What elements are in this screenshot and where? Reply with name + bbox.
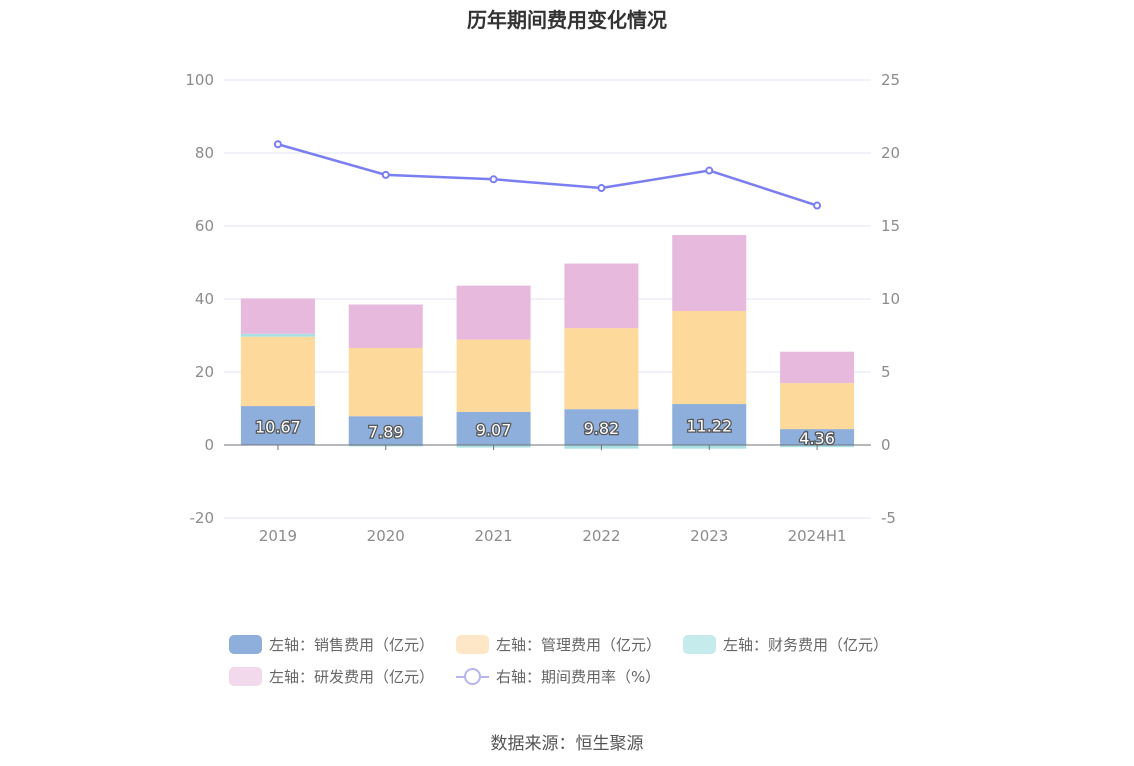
right-axis-tick-label: 15 — [881, 217, 900, 235]
bar-segment — [456, 285, 531, 340]
left-axis-tick-label: 100 — [185, 71, 214, 89]
bar-segment — [672, 235, 747, 311]
legend-row-1: 左轴：销售费用（亿元） 左轴：管理费用（亿元） 左轴：财务费用（亿元） — [229, 628, 929, 660]
bar-segment — [348, 416, 423, 445]
rate-point — [381, 170, 390, 179]
bar-segment — [564, 409, 639, 445]
legend-label-finance: 左轴：财务费用（亿元） — [723, 635, 889, 654]
bar-value-label: 11.22 — [686, 417, 732, 436]
chart-title: 历年期间费用变化情况 — [467, 8, 667, 32]
legend-item-finance[interactable]: 左轴：财务费用（亿元） — [683, 634, 888, 655]
left-axis-tick-label: 60 — [195, 217, 214, 235]
bar-value-label: 10.67 — [255, 418, 301, 437]
rate-point — [813, 201, 822, 210]
right-axis-tick-label: 0 — [881, 436, 891, 454]
right-axis-tick-label: 25 — [881, 71, 900, 89]
bars — [240, 235, 855, 449]
rate-point — [705, 166, 714, 175]
bar-segment — [780, 383, 855, 430]
right-axis-tick-label: -5 — [881, 509, 896, 527]
legend: 左轴：销售费用（亿元） 左轴：管理费用（亿元） 左轴：财务费用（亿元） 左轴：研… — [229, 628, 929, 692]
rate-point — [489, 175, 498, 184]
bar-segment — [564, 263, 639, 329]
bar-segment — [240, 406, 315, 445]
legend-label-admin: 左轴：管理费用（亿元） — [496, 635, 662, 654]
bar-value-label: 9.82 — [584, 419, 620, 438]
legend-item-rd[interactable]: 左轴：研发费用（亿元） — [229, 666, 434, 687]
bar-segment — [564, 328, 639, 410]
left-axis-tick-label: -20 — [190, 509, 215, 527]
bar-value-label: 4.36 — [799, 429, 835, 448]
rate-point — [273, 140, 282, 149]
rate-polyline — [277, 143, 818, 207]
x-axis-category-label: 2024H1 — [788, 527, 847, 545]
left-axis-tick-label: 0 — [204, 436, 214, 454]
x-axis-category-label: 2023 — [690, 527, 728, 545]
legend-item-sales[interactable]: 左轴：销售费用（亿元） — [229, 634, 434, 655]
x-axis-category-label: 2019 — [259, 527, 297, 545]
bar-value-label: 7.89 — [368, 423, 404, 442]
gridlines — [224, 79, 871, 519]
legend-item-rate[interactable]: 右轴：期间费用率（%） — [456, 666, 660, 687]
legend-item-admin[interactable]: 左轴：管理费用（亿元） — [456, 634, 661, 655]
legend-label-sales: 左轴：销售费用（亿元） — [269, 635, 435, 654]
rate-point — [597, 184, 606, 193]
legend-swatch-sales — [229, 634, 262, 654]
bar-segment — [456, 411, 531, 445]
x-axis-category-label: 2022 — [582, 527, 620, 545]
x-axis-category-label: 2021 — [474, 527, 512, 545]
bar-segment — [348, 304, 423, 348]
legend-label-rd: 左轴：研发费用（亿元） — [269, 667, 435, 686]
x-axis-category-label: 2020 — [367, 527, 405, 545]
legend-swatch-admin — [456, 634, 490, 654]
bar-segment — [780, 351, 855, 384]
bar-segment — [240, 333, 315, 337]
right-axis-tick-label: 5 — [881, 363, 891, 381]
legend-swatch-rd — [229, 666, 262, 686]
left-axis-tick-label: 20 — [195, 363, 214, 381]
bar-segment — [780, 429, 855, 445]
legend-swatch-finance — [683, 634, 717, 654]
legend-row-2: 左轴：研发费用（亿元） 右轴：期间费用率（%） — [229, 660, 929, 692]
bar-segment — [456, 339, 531, 412]
legend-label-rate: 右轴：期间费用率（%） — [496, 667, 661, 686]
axes: -20 0 20 40 60 80 100 -5 0 5 10 15 20 25 2019 2020 2021 2… — [185, 71, 900, 545]
source-note: 数据来源：恒生聚源 — [490, 734, 644, 754]
rate-line — [273, 140, 822, 210]
bar-segment — [240, 336, 315, 407]
right-axis-tick-label: 10 — [881, 290, 900, 308]
legend-line-marker-icon — [456, 667, 490, 686]
left-axis-tick-label: 40 — [195, 290, 214, 308]
left-axis-tick-label: 80 — [195, 144, 214, 162]
right-axis-tick-label: 20 — [881, 144, 900, 162]
bar-segment — [672, 404, 747, 445]
chart-svg: -20 0 20 40 60 80 100 -5 0 5 10 15 20 25 2019 2020 2021 2… — [185, 71, 900, 545]
bar-value-label: 9.07 — [476, 420, 512, 439]
bar-segment — [348, 347, 423, 417]
bar-segment — [240, 298, 315, 334]
bar-labels: 10.67 7.89 9.07 9.82 11.22 4.36 — [254, 415, 836, 449]
bar-segment — [672, 310, 747, 405]
